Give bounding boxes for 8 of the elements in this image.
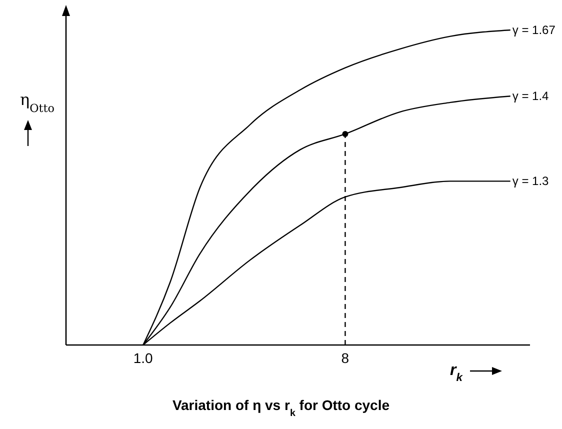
series-label: γ = 1.67 (512, 23, 556, 37)
text: Variation of η vs r$_{k}$ for Otto cycle (172, 397, 390, 418)
series-label: γ = 1.3 (512, 174, 550, 188)
x-tick-label: 1.0 (133, 350, 154, 366)
series-label: γ = 1.4 (512, 89, 550, 104)
y-axis-title: η$_{Otto}$ (20, 90, 55, 114)
x-axis-title: r$_{k}$ (450, 362, 464, 384)
x-tick-label: 8 (341, 350, 350, 366)
